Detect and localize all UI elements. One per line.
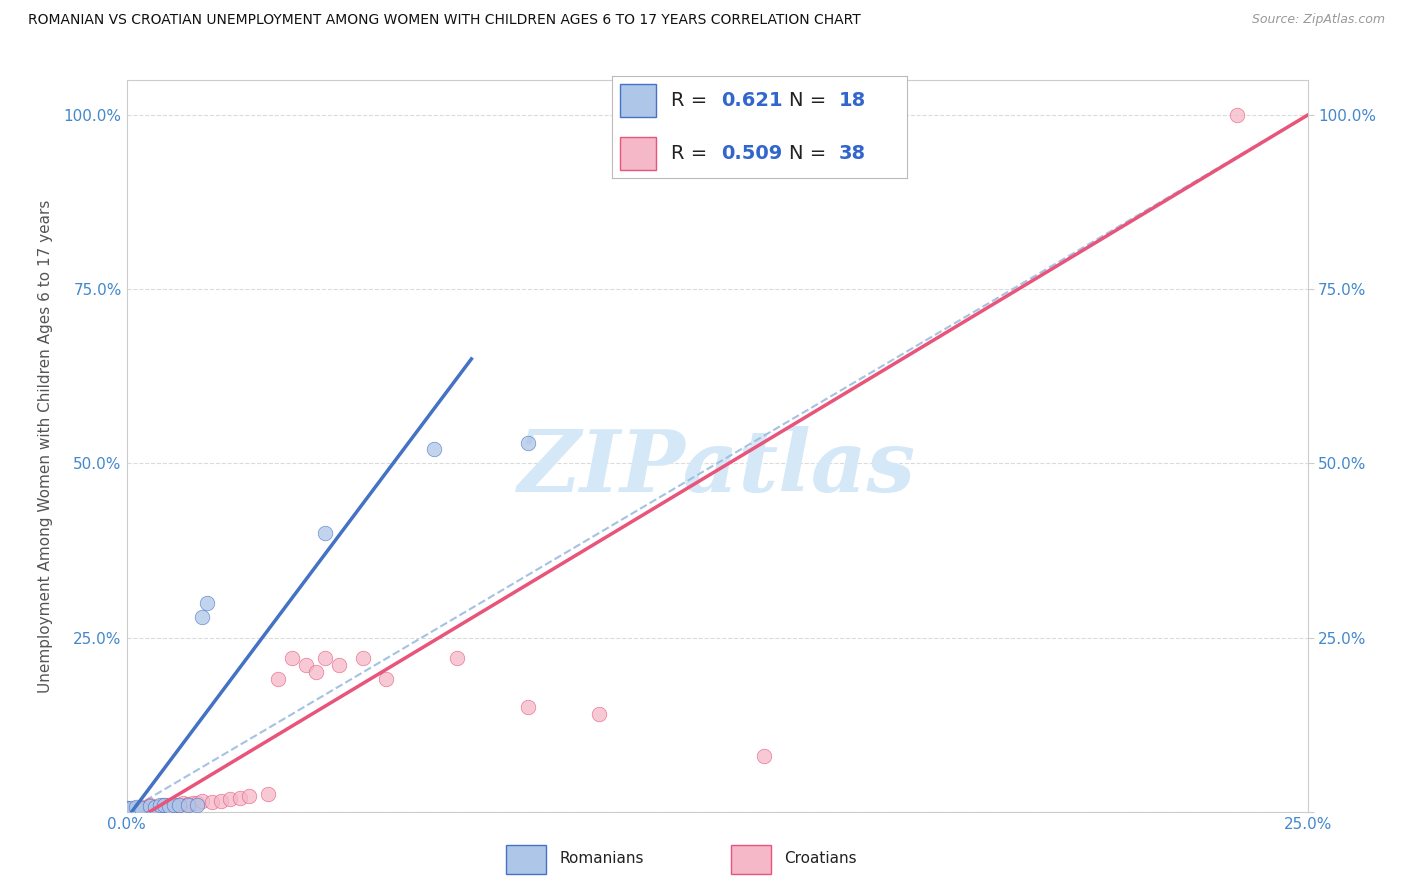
Text: 0.621: 0.621 <box>721 91 783 110</box>
Point <box>139 798 162 813</box>
Point <box>149 799 172 814</box>
Point <box>129 801 152 815</box>
Point <box>157 797 180 812</box>
Point <box>446 651 468 665</box>
Point <box>314 651 336 665</box>
FancyBboxPatch shape <box>731 845 770 874</box>
Point <box>163 799 186 814</box>
Point <box>172 797 194 811</box>
Text: Croatians: Croatians <box>785 851 858 866</box>
Point <box>352 651 374 665</box>
Point <box>177 797 200 811</box>
Point <box>314 526 336 541</box>
Point <box>167 797 190 812</box>
Point <box>115 801 138 815</box>
Point <box>115 801 138 815</box>
Point <box>195 596 218 610</box>
Text: Romanians: Romanians <box>560 851 644 866</box>
FancyBboxPatch shape <box>620 84 655 117</box>
Point <box>125 800 148 814</box>
Text: N =: N = <box>789 145 832 163</box>
Text: ZIPatlas: ZIPatlas <box>517 426 917 509</box>
Point <box>153 798 176 813</box>
Point <box>186 797 208 812</box>
Point <box>191 609 214 624</box>
Point <box>125 800 148 814</box>
Point <box>209 794 232 808</box>
Point <box>219 792 242 806</box>
Text: R =: R = <box>671 145 713 163</box>
Point <box>200 795 222 809</box>
Point <box>191 794 214 808</box>
Point <box>517 435 540 450</box>
Text: Source: ZipAtlas.com: Source: ZipAtlas.com <box>1251 13 1385 27</box>
Text: 0.509: 0.509 <box>721 145 782 163</box>
Point <box>163 798 186 813</box>
Point <box>257 787 280 801</box>
Point <box>517 700 540 714</box>
Point <box>295 658 318 673</box>
Point <box>177 798 200 813</box>
Text: 38: 38 <box>839 145 866 163</box>
FancyBboxPatch shape <box>506 845 546 874</box>
Point <box>115 803 138 817</box>
Point <box>157 799 180 814</box>
Point <box>134 800 156 814</box>
Text: R =: R = <box>671 91 713 110</box>
Point <box>120 802 142 816</box>
FancyBboxPatch shape <box>620 137 655 170</box>
Point <box>1226 108 1249 122</box>
Text: ROMANIAN VS CROATIAN UNEMPLOYMENT AMONG WOMEN WITH CHILDREN AGES 6 TO 17 YEARS C: ROMANIAN VS CROATIAN UNEMPLOYMENT AMONG … <box>28 13 860 28</box>
Point <box>143 800 166 814</box>
Point <box>120 800 142 814</box>
Text: N =: N = <box>789 91 832 110</box>
Point <box>143 800 166 814</box>
Point <box>167 797 190 812</box>
Point <box>139 800 162 814</box>
Point <box>181 796 204 810</box>
Point <box>153 797 176 812</box>
Point <box>229 790 252 805</box>
Point <box>281 651 304 665</box>
Point <box>129 800 152 814</box>
Text: 18: 18 <box>839 91 866 110</box>
Point <box>754 749 776 764</box>
Point <box>422 442 444 457</box>
Point <box>267 673 290 687</box>
Point <box>328 658 350 673</box>
Point <box>139 799 162 814</box>
Y-axis label: Unemployment Among Women with Children Ages 6 to 17 years: Unemployment Among Women with Children A… <box>38 199 52 693</box>
Point <box>588 707 610 722</box>
Point <box>304 665 326 680</box>
Point <box>149 798 172 813</box>
Point <box>375 673 398 687</box>
Point <box>186 797 208 811</box>
Point <box>238 789 260 804</box>
